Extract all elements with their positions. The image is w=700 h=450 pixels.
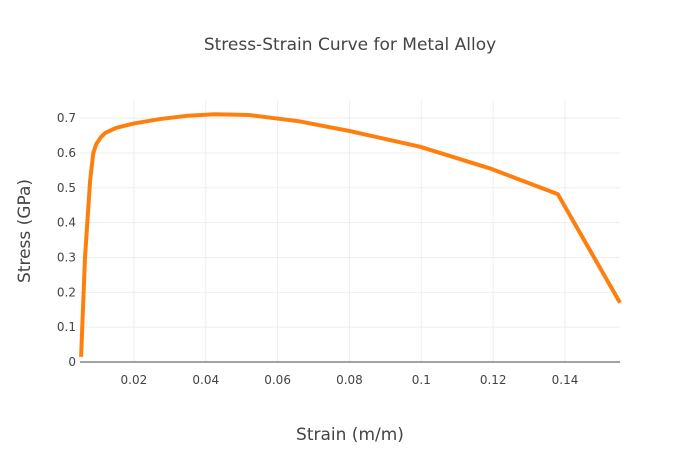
x-tick-label: 0.06 — [264, 373, 291, 387]
y-tick-label: 0.6 — [57, 146, 76, 160]
y-tick-label: 0.4 — [57, 216, 76, 230]
tick-labels: 0.02 0.04 0.06 0.08 0.1 0.12 0.14 0 0.1 0.2 0.3 0.4… — [57, 111, 578, 387]
gridlines — [80, 100, 620, 363]
x-tick-label: 0.02 — [121, 373, 148, 387]
y-tick-label: 0.1 — [57, 320, 76, 334]
y-tick-label: 0.5 — [57, 181, 76, 195]
x-tick-label: 0.12 — [480, 373, 507, 387]
series-line-stress — [79, 112, 622, 357]
x-tick-label: 0.1 — [412, 373, 431, 387]
series-lines — [79, 112, 622, 357]
x-tick-label: 0.14 — [552, 373, 579, 387]
chart-title: Stress-Strain Curve for Metal Alloy — [204, 35, 496, 55]
y-axis-title: Stress (GPa) — [15, 179, 35, 283]
x-tick-label: 0.04 — [192, 373, 219, 387]
y-tick-label: 0.2 — [57, 285, 76, 299]
x-tick-label: 0.08 — [336, 373, 363, 387]
y-tick-label: 0 — [68, 355, 76, 369]
x-axis-title: Strain (m/m) — [296, 425, 404, 445]
y-tick-label: 0.7 — [57, 111, 76, 125]
y-tick-label: 0.3 — [57, 250, 76, 264]
